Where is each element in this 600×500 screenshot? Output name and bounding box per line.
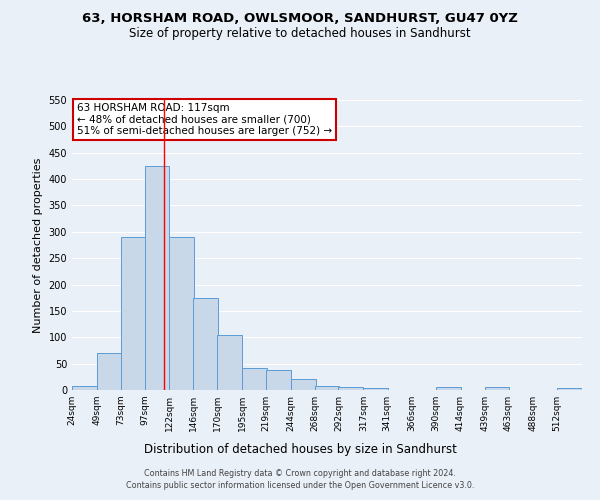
Bar <box>266 370 291 390</box>
Bar <box>314 386 340 390</box>
Text: Size of property relative to detached houses in Sandhurst: Size of property relative to detached ho… <box>129 28 471 40</box>
Bar <box>72 386 97 390</box>
Bar <box>436 388 461 390</box>
Bar <box>363 388 388 390</box>
Bar <box>291 380 316 390</box>
Text: 63 HORSHAM ROAD: 117sqm
← 48% of detached houses are smaller (700)
51% of semi-d: 63 HORSHAM ROAD: 117sqm ← 48% of detache… <box>77 103 332 136</box>
Bar <box>97 353 122 390</box>
Y-axis label: Number of detached properties: Number of detached properties <box>33 158 43 332</box>
Text: 63, HORSHAM ROAD, OWLSMOOR, SANDHURST, GU47 0YZ: 63, HORSHAM ROAD, OWLSMOOR, SANDHURST, G… <box>82 12 518 26</box>
Bar <box>338 388 363 390</box>
Bar <box>217 334 242 390</box>
Bar <box>557 388 582 390</box>
Text: Contains HM Land Registry data © Crown copyright and database right 2024.
Contai: Contains HM Land Registry data © Crown c… <box>126 468 474 490</box>
Bar <box>242 368 267 390</box>
Bar <box>193 298 218 390</box>
Bar <box>169 237 194 390</box>
Bar <box>485 388 509 390</box>
Bar <box>145 166 169 390</box>
Bar <box>121 237 146 390</box>
Text: Distribution of detached houses by size in Sandhurst: Distribution of detached houses by size … <box>143 444 457 456</box>
